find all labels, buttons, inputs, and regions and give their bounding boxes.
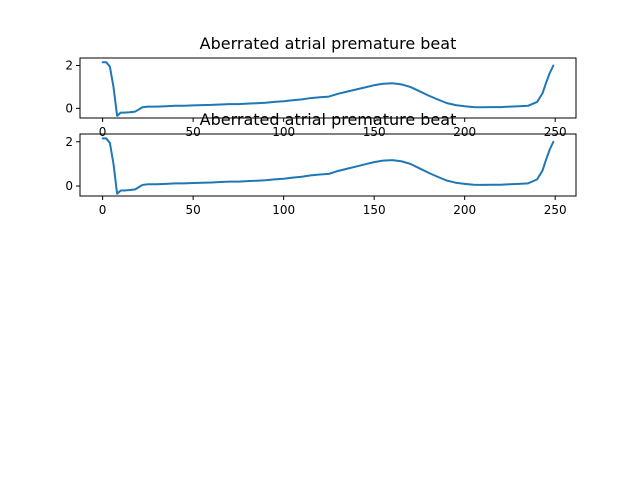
axes-frame	[79, 57, 577, 119]
x-tick-label: 100	[272, 203, 295, 217]
x-tick-label: 250	[544, 203, 567, 217]
x-tick-label: 200	[453, 125, 476, 139]
y-tick-label: 2	[65, 59, 73, 73]
y-tick-label: 0	[65, 101, 73, 115]
x-tick-label: 0	[99, 203, 107, 217]
x-tick-label: 150	[363, 125, 386, 139]
x-tick-label: 50	[185, 125, 200, 139]
x-tick-label: 250	[544, 125, 567, 139]
x-tick-label: 150	[363, 203, 386, 217]
x-tick-label: 100	[272, 125, 295, 139]
series-line-1	[101, 137, 555, 195]
x-tick-label: 200	[453, 203, 476, 217]
chart-title: Aberrated atrial premature beat	[200, 110, 457, 129]
y-tick-label: 0	[65, 179, 73, 193]
chart-panel-1: 0 50 100 150 200 250 0 2 Aberrated atrial premat…	[65, 34, 577, 139]
x-tick-label: 50	[185, 203, 200, 217]
axes-frame	[79, 133, 577, 197]
chart-panel-2: 0 50 100 150 200 250 0 2 Aberrated atrial premat…	[65, 110, 577, 217]
chart-title: Aberrated atrial premature beat	[200, 34, 457, 53]
x-tick-label: 0	[99, 125, 107, 139]
series-line-1	[101, 61, 555, 117]
y-tick-label: 2	[65, 135, 73, 149]
